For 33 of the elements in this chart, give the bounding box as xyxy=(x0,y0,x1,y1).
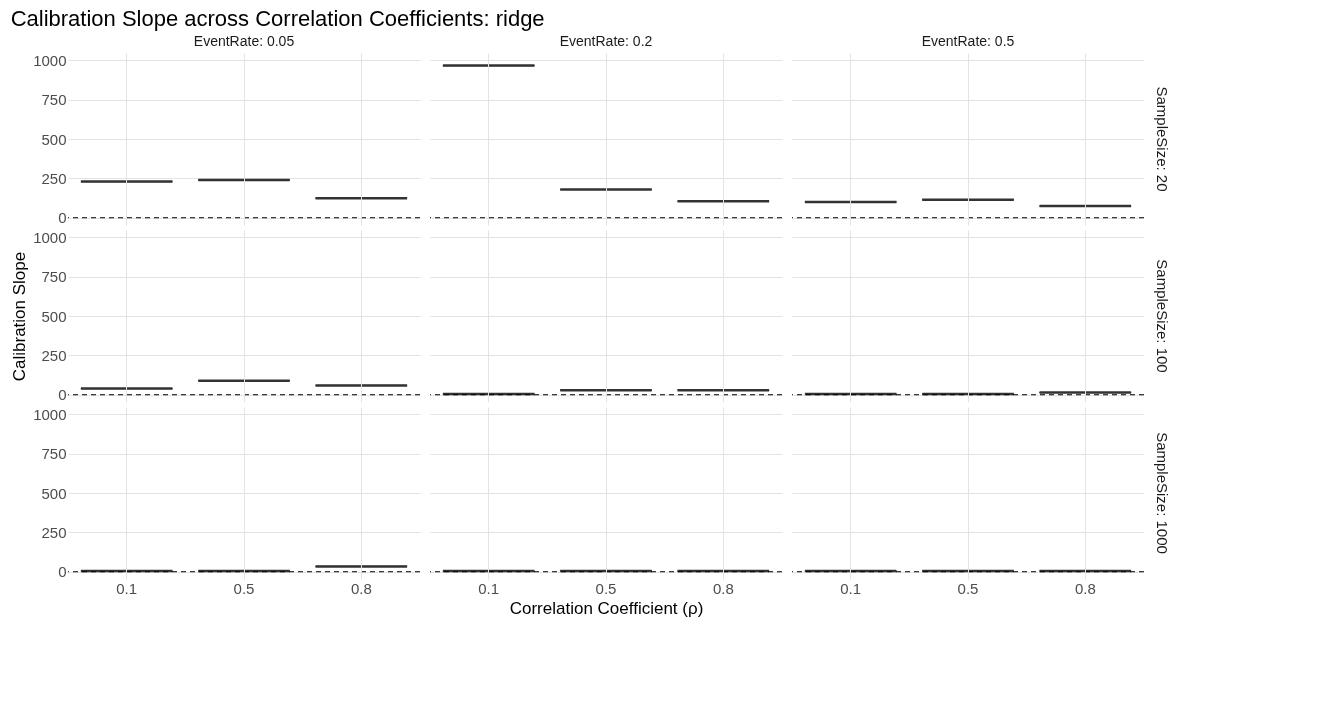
y-tick-label: 750 xyxy=(41,445,67,463)
y-tick-label: 250 xyxy=(41,346,67,364)
y-tick-label: 0 xyxy=(58,209,67,227)
x-tick-label: 0.5 xyxy=(957,579,979,597)
x-tick-label: 0.5 xyxy=(233,579,255,597)
x-tick-label: 0.8 xyxy=(350,579,372,597)
y-tick-label: 750 xyxy=(41,91,67,109)
y-tick-label: 750 xyxy=(41,268,67,286)
x-tick-label: 0.1 xyxy=(840,579,862,597)
y-tick-label: 250 xyxy=(41,169,67,187)
x2-axis-title: EventRate: 0.05 xyxy=(193,33,295,49)
y-tick-label: 250 xyxy=(41,523,67,541)
x-tick-label: 0.8 xyxy=(1074,579,1096,597)
y-tick-label: 500 xyxy=(41,130,67,148)
x-tick-label: 0.8 xyxy=(712,579,734,597)
y-tick-label: 1000 xyxy=(33,405,67,423)
y-tick-label: 500 xyxy=(41,484,67,502)
x2-axis-title: EventRate: 0.5 xyxy=(921,33,1015,49)
y-tick-label: 0 xyxy=(58,563,67,581)
x2-axis-title: EventRate: 0.2 xyxy=(559,33,653,49)
chart-title: Calibration Slope across Correlation Coefficients: ridge xyxy=(10,6,545,31)
x-axis-title: Correlation Coefficient (ρ) xyxy=(509,598,704,618)
y2-axis-title: SampleSize: 100 xyxy=(1154,259,1171,373)
y-tick-label: 500 xyxy=(41,307,67,325)
y-tick-label: 1000 xyxy=(33,228,67,246)
x-tick-label: 0.1 xyxy=(478,579,500,597)
y-axis-title: Calibration Slope xyxy=(10,251,30,382)
y-tick-label: 1000 xyxy=(33,51,67,69)
x-tick-label: 0.1 xyxy=(116,579,138,597)
y-tick-label: 0 xyxy=(58,386,67,404)
y2-axis-title: SampleSize: 20 xyxy=(1154,86,1171,192)
y2-axis-title: SampleSize: 1000 xyxy=(1154,432,1171,554)
x-tick-label: 0.5 xyxy=(595,579,617,597)
